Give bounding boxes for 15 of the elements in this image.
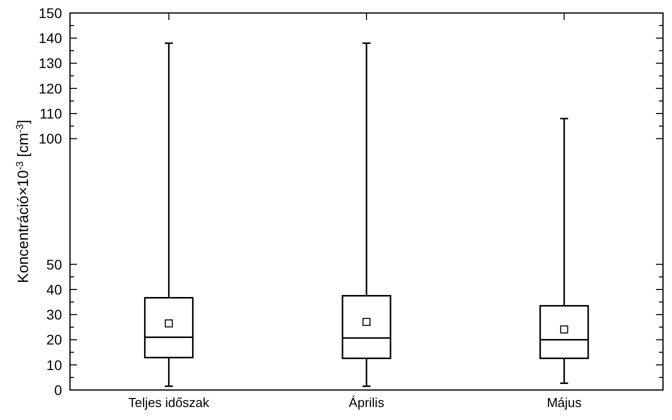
y-tick-label: 50: [46, 256, 62, 272]
y-tick-label: 0: [54, 382, 62, 398]
y-tick-label: 40: [46, 281, 62, 298]
y-tick-label: 130: [38, 55, 62, 72]
y-tick-label: 150: [38, 4, 62, 21]
x-tick-label: Teljes időszak: [128, 395, 210, 410]
x-tick-label: Április: [348, 395, 385, 410]
y-tick-label: 30: [46, 306, 62, 323]
y-tick-label: 110: [40, 106, 62, 122]
y-tick-label: 20: [46, 332, 62, 348]
y-tick-label: 10: [46, 356, 62, 373]
y-tick-label: 140: [38, 30, 62, 46]
x-tick-label: Május: [546, 395, 582, 410]
y-tick-label: 120: [38, 80, 62, 96]
y-tick-label: 100: [38, 130, 62, 147]
